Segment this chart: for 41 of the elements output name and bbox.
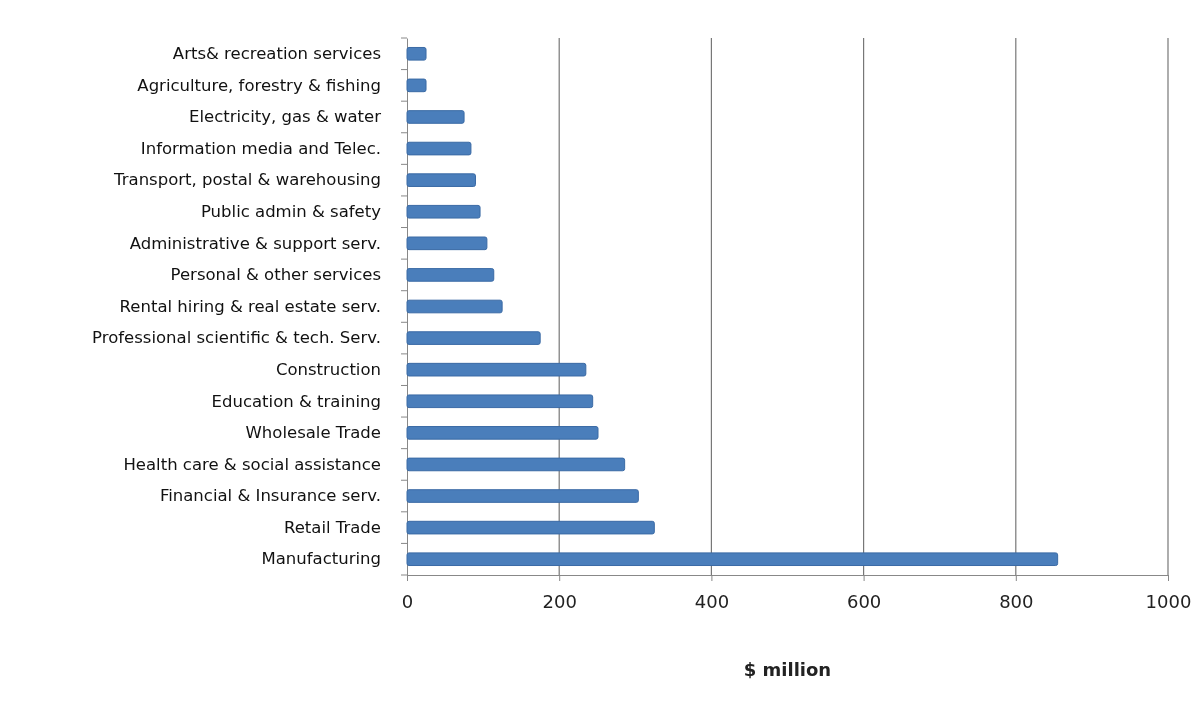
bar — [406, 141, 472, 156]
y-tick-label: Rental hiring & real estate serv. — [119, 296, 381, 316]
x-tick-label: 800 — [999, 590, 1034, 612]
bar — [406, 362, 587, 377]
x-tick-label: 200 — [542, 590, 577, 612]
y-tick-label: Health care & social assistance — [123, 454, 381, 474]
x-axis-title: $ million — [743, 659, 832, 680]
y-tick-label: Retail Trade — [283, 517, 381, 537]
bar — [406, 394, 594, 409]
y-tick-label: Public admin & safety — [200, 202, 382, 222]
y-tick-label: Personal & other services — [170, 265, 381, 285]
bar — [406, 457, 626, 472]
y-tick-label: Construction — [275, 359, 381, 379]
bar — [406, 46, 427, 61]
bar — [406, 78, 427, 93]
bar — [406, 552, 1059, 567]
bar — [406, 426, 599, 440]
bar — [406, 110, 465, 124]
bar — [406, 268, 495, 282]
y-tick-label: Manufacturing — [261, 549, 381, 569]
y-tick-label: Transport, postal & warehousing — [113, 170, 381, 190]
x-tick-label: 600 — [846, 590, 882, 612]
y-tick-label: Electricity, gas & water — [189, 107, 382, 127]
y-tick-label: Professional scientific & tech. Serv. — [92, 328, 381, 348]
x-tick-label: 0 — [401, 590, 414, 612]
y-tick-label: Arts& recreation services — [172, 44, 381, 64]
bar — [406, 299, 503, 314]
y-tick-label: Wholesale Trade — [245, 423, 381, 443]
y-tick-label: Education & training — [211, 391, 381, 411]
bar — [406, 204, 481, 219]
x-tick-label: 1000 — [1145, 590, 1192, 612]
x-tick-label: 400 — [694, 590, 730, 612]
y-tick-label: Information media and Telec. — [140, 138, 381, 158]
bar — [406, 331, 541, 345]
bar — [406, 520, 655, 535]
y-tick-label: Agriculture, forestry & fishing — [137, 75, 381, 95]
y-tick-label: Financial & Insurance serv. — [159, 486, 381, 506]
bar — [406, 173, 476, 187]
y-tick-label: Administrative & support serv. — [129, 233, 381, 253]
bar — [406, 236, 488, 251]
bar — [406, 489, 639, 503]
